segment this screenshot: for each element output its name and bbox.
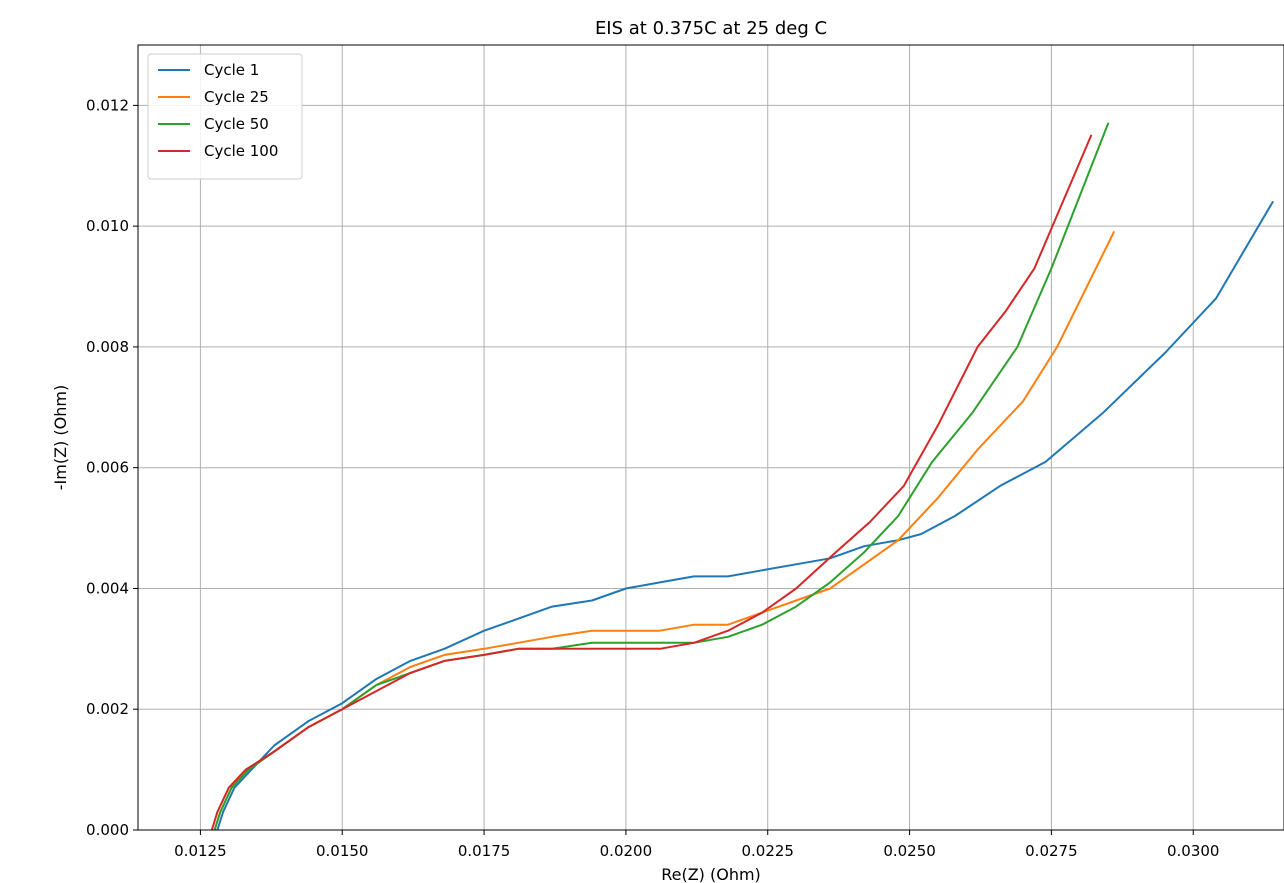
y-tick-label: 0.008	[86, 338, 129, 356]
x-tick-label: 0.0125	[174, 842, 227, 860]
y-axis-title: -Im(Z) (Ohm)	[51, 385, 70, 490]
y-tick-label: 0.010	[86, 217, 129, 235]
legend-label: Cycle 50	[204, 115, 269, 133]
axis-ticks: 0.0125 0.0150 0.0175 0.0200 0.0225 0.0250 0.02…	[86, 96, 1219, 860]
x-tick-label: 0.0175	[458, 842, 511, 860]
y-tick-label: 0.006	[86, 459, 129, 477]
series-line-cycle-1	[216, 201, 1274, 830]
legend-label: Cycle 100	[204, 142, 278, 160]
data-series	[210, 122, 1274, 830]
x-tick-label: 0.0275	[1025, 842, 1078, 860]
y-tick-label: 0.000	[86, 821, 129, 839]
plot-frame	[137, 44, 1284, 831]
x-tick-label: 0.0300	[1167, 842, 1220, 860]
y-tick-label: 0.004	[86, 579, 129, 597]
y-tick-label: 0.012	[86, 96, 129, 114]
legend-box	[147, 53, 303, 180]
series-line-cycle-100	[210, 134, 1093, 830]
y-tick-label: 0.002	[86, 700, 129, 718]
x-tick-label: 0.0225	[741, 842, 794, 860]
legend-label: Cycle 1	[204, 61, 259, 79]
x-axis-title: Re(Z) (Ohm)	[661, 865, 761, 883]
legend-label: Cycle 25	[204, 88, 269, 106]
x-tick-label: 0.0150	[316, 842, 369, 860]
chart-title: EIS at 0.375C at 25 deg C	[595, 18, 827, 39]
legend: Cycle 1 Cycle 25 Cycle 50 Cycle 100	[147, 53, 303, 180]
x-tick-label: 0.0250	[883, 842, 936, 860]
x-tick-label: 0.0200	[600, 842, 653, 860]
